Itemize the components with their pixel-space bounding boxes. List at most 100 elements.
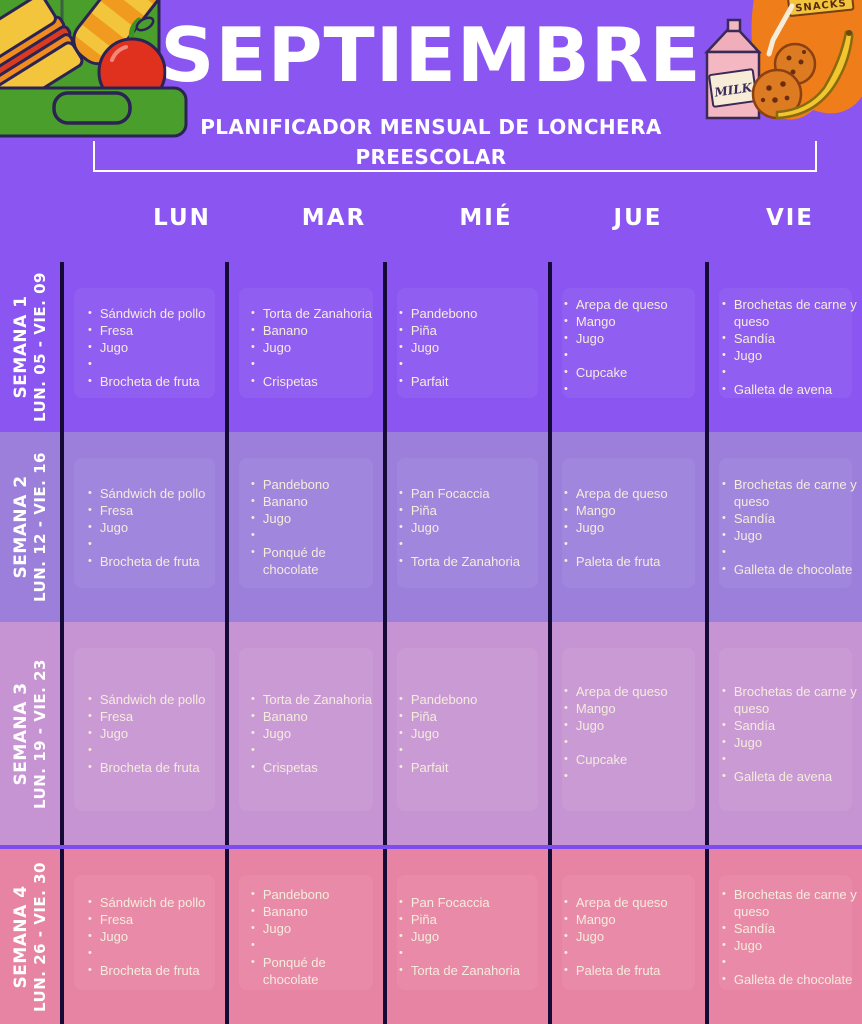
menu-item: • Brocheta de fruta — [88, 962, 221, 979]
bullet-icon: • — [88, 306, 92, 319]
bullet-icon: • — [564, 332, 568, 344]
menu-item: • — [399, 945, 544, 962]
bullet-icon: • — [722, 887, 726, 900]
menu-item-text: Pan Focaccia — [410, 485, 490, 501]
week-label: SEMANA 3 LUN. 19 - VIE. 23 — [11, 659, 49, 809]
menu-item-text: Piña — [410, 709, 437, 724]
menu-item-text: Pandebono — [262, 886, 330, 902]
menu-item-text: Jugo — [733, 348, 763, 363]
menu-item: • Pandebono — [251, 476, 379, 493]
menu-item-text: Fresa — [99, 502, 134, 518]
menu-item: • — [564, 381, 701, 398]
week-range: LUN. 26 - VIE. 30 — [31, 861, 50, 1012]
menu-item-text: Jugo — [575, 331, 605, 346]
menu-item-text: Mango — [575, 314, 616, 329]
menu-item: • — [251, 356, 379, 373]
menu-item: • Brochetas de carne y queso — [722, 476, 858, 510]
bullet-icon: • — [251, 904, 255, 917]
menu-item: • — [88, 945, 221, 962]
menu-item: • Fresa — [88, 708, 221, 725]
bullet-icon: • — [88, 693, 92, 705]
menu-item-text: Parfait — [410, 760, 449, 775]
bullet-icon: • — [399, 374, 403, 387]
week-label: SEMANA 4 LUN. 26 - VIE. 30 — [11, 862, 49, 1012]
menu-item: • Pandebono — [399, 305, 544, 322]
bullet-icon: • — [88, 537, 92, 550]
menu-item-text: Brochetas de carne y queso — [733, 477, 857, 509]
menu-item-text: Jugo — [262, 726, 292, 741]
menu-item-text: Arepa de queso — [575, 895, 668, 910]
planner-table: SEMANA 1 LUN. 05 - VIE. 09 • Sándwich de … — [0, 262, 862, 1024]
bullet-icon: • — [722, 684, 726, 697]
menu-item-text: Piña — [410, 912, 437, 927]
bullet-icon: • — [88, 896, 92, 908]
menu-item-text: Banano — [262, 709, 308, 724]
menu-item: • Jugo — [399, 928, 544, 945]
week-row-1: SEMANA 1 LUN. 05 - VIE. 09 • Sándwich de … — [0, 262, 862, 432]
bullet-icon: • — [564, 913, 568, 925]
menu-item: • Parfait — [399, 759, 544, 776]
menu-item-text: Arepa de queso — [575, 683, 668, 699]
menu-item: • — [722, 954, 858, 971]
menu-item-text: Sandía — [733, 511, 776, 526]
menu-item: • — [88, 742, 221, 759]
bullet-icon: • — [88, 374, 92, 387]
bullet-icon: • — [399, 357, 403, 370]
menu-item-text: Jugo — [410, 519, 440, 535]
menu-item: • Brochetas de carne y queso — [722, 886, 858, 920]
week-name: SEMANA 3 — [10, 681, 31, 786]
menu-item: • Arepa de queso — [564, 485, 701, 502]
menu-item: • Torta de Zanahoria — [399, 553, 544, 570]
menu-item-text: Jugo — [733, 528, 763, 543]
day-header-row: LUN MAR MIÉ JUE VIE — [0, 205, 862, 237]
menu-item: • Paleta de fruta — [564, 553, 701, 570]
menu-item: • Jugo — [88, 928, 221, 945]
menu-item: • — [722, 751, 858, 768]
menu-item-text: Fresa — [99, 709, 134, 724]
week-row-3: SEMANA 3 LUN. 19 - VIE. 23 • Sándwich de … — [0, 622, 862, 845]
menu-item: • — [564, 945, 701, 962]
menu-item: • Jugo — [399, 339, 544, 356]
menu-item: • Crispetas — [251, 759, 379, 776]
menu-item: • — [88, 356, 221, 373]
subtitle-line1: PLANIFICADOR MENSUAL DE LONCHERA — [200, 115, 662, 139]
week-name: SEMANA 2 — [10, 475, 31, 579]
menu-item: • — [399, 356, 544, 373]
bullet-icon: • — [564, 520, 568, 533]
menu-cell-week4-mar: • Pandebono • Banano • Jugo • • Ponqué de chocol… — [225, 849, 383, 1024]
menu-item-text: Sándwich de pollo — [99, 895, 206, 910]
bullet-icon: • — [251, 374, 255, 387]
menu-cell-week2-mie: • Pan Focaccia • Piña • Jugo • • Torta de Zanaho… — [383, 432, 548, 622]
week-1-label-cell: SEMANA 1 LUN. 05 - VIE. 09 — [0, 262, 60, 432]
menu-cell-week1-lun: • Sándwich de pollo • Fresa • Jugo • • Brocheta … — [60, 262, 225, 432]
menu-item-text: Jugo — [733, 734, 763, 750]
menu-item-text: Galleta de avena — [733, 768, 833, 784]
bullet-icon: • — [399, 693, 403, 705]
menu-item-text: Fresa — [99, 322, 134, 338]
menu-item-text: Paleta de fruta — [575, 963, 661, 978]
menu-item-text: Brocheta de fruta — [99, 963, 200, 978]
menu-item: • — [564, 536, 701, 553]
bullet-icon: • — [722, 529, 726, 541]
menu-item: • Brochetas de carne y queso — [722, 296, 858, 330]
page-title: SEPTIEMBRE — [160, 11, 702, 99]
week-row-2: SEMANA 2 LUN. 12 - VIE. 16 • Sándwich de … — [0, 432, 862, 622]
bullet-icon: • — [251, 744, 255, 756]
menu-item-text: Pandebono — [262, 477, 330, 492]
bullet-icon: • — [722, 366, 726, 378]
menu-item-text: Mango — [575, 912, 616, 927]
bullet-icon: • — [564, 701, 568, 714]
menu-item: • Jugo — [564, 519, 701, 536]
menu-cell-week4-jue: • Arepa de queso • Mango • Jugo • • Paleta de fr… — [548, 849, 705, 1024]
bullet-icon: • — [88, 520, 92, 533]
subtitle-line2: PREESCOLAR — [355, 145, 507, 169]
week-3-label-cell: SEMANA 3 LUN. 19 - VIE. 23 — [0, 622, 60, 845]
bullet-icon: • — [88, 323, 92, 336]
bullet-icon: • — [564, 486, 568, 499]
menu-item: • — [722, 364, 858, 381]
bullet-icon: • — [564, 684, 568, 697]
bullet-icon: • — [399, 913, 403, 925]
bullet-icon: • — [564, 366, 568, 378]
menu-cell-week2-mar: • Pandebono • Banano • Jugo • • Ponqué de chocol… — [225, 432, 383, 622]
menu-item-text: Sándwich de pollo — [99, 485, 206, 501]
